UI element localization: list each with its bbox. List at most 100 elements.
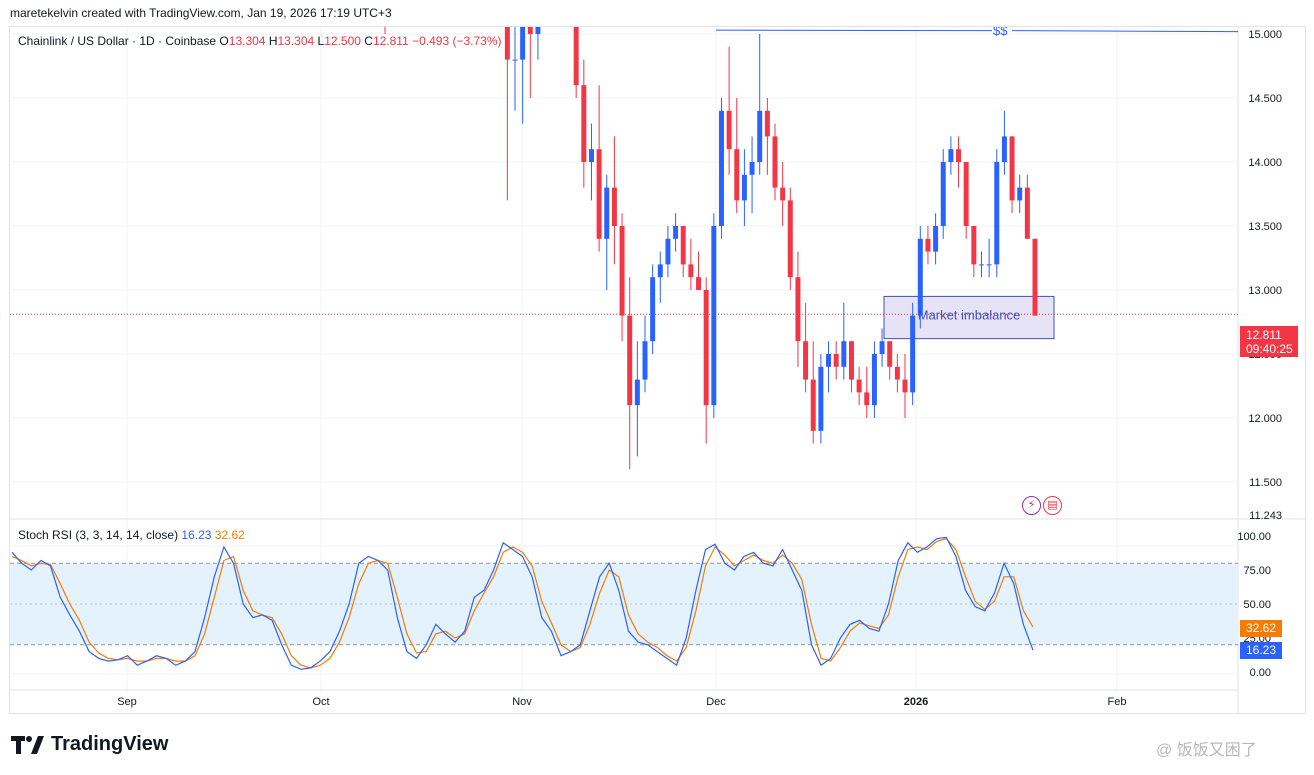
candle-body [711,226,717,406]
candle [520,27,526,124]
price-axis: 15.000 14.500 14.000 13.500 13.000 12.500 12.0… [117,29,1282,708]
candle [497,0,502,8]
candle-body [604,187,610,239]
symbol-legend[interactable]: Chainlink / US Dollar · 1D · Coinbase O 1… [18,34,502,48]
candle-body [749,162,755,175]
candle-body [673,226,679,239]
candle [504,27,510,201]
low-value: 12.500 [324,34,361,48]
candle [971,226,977,278]
candle [551,0,556,8]
candle [665,226,671,278]
change-value: −0.493 (−3.73%) [412,34,502,48]
last-price-value: 12.811 [1246,328,1282,342]
candle [848,341,854,393]
symbol-name[interactable]: Chainlink / US Dollar · 1D · Coinbase [18,34,217,48]
candle [917,226,923,329]
stoch-tick-label: 50.00 [1243,599,1271,611]
candle [673,213,679,252]
candle-body [665,238,671,265]
candle [627,277,633,470]
candle [978,251,984,278]
candle-body [902,379,908,393]
candle [1017,174,1023,214]
candle [795,251,801,367]
stoch-k-badge: 16.23 [1240,642,1282,659]
price-tick-label: 14.000 [1248,157,1282,169]
candle [535,27,541,60]
candle [619,213,625,342]
candle-body [826,354,832,367]
candle-body [642,341,648,380]
liquidity-line [1011,30,1238,33]
liquidity-line [715,29,993,32]
candle [871,341,877,418]
candle-body [940,162,946,226]
main-pane: $$ Market imbalance [10,0,1238,470]
candle [642,315,648,393]
stoch-d-badge: 32.62 [1240,620,1282,637]
candle [650,264,656,354]
candle [994,149,1000,278]
open-label: O [219,34,229,48]
candle [1001,110,1007,175]
watermark: @ 饭饭又困了 [1156,742,1257,759]
candle [588,123,594,201]
candle [833,341,839,380]
bar-countdown: 09:40:25 [1246,342,1293,356]
candle-body [1017,187,1023,201]
price-tick-label: 13.000 [1248,285,1282,297]
low-label: L [317,34,325,48]
candle-body [1024,187,1030,239]
stoch-tick-label: 0.00 [1250,667,1271,679]
candle-body [650,277,656,342]
candle-body [810,379,816,431]
candle-body [535,27,541,34]
candle-body [787,200,793,278]
candle-body [512,59,518,61]
price-tick-label: 14.500 [1248,93,1282,105]
candle-body [1009,136,1015,201]
stoch-band [10,563,1238,645]
candle-body [795,277,801,342]
stoch-pane [10,536,1238,670]
candle [611,136,617,265]
candle [634,341,640,457]
candle [826,341,832,393]
candle-body [520,27,526,60]
candle [604,174,610,290]
candle-body [948,149,954,162]
candle [902,354,908,418]
tradingview-logo[interactable]: TradingView [11,733,168,756]
candle [764,98,770,175]
candle [933,213,939,265]
candle [726,46,732,175]
candle-body [933,226,939,252]
candle [1024,174,1030,239]
stoch-rsi-legend[interactable]: Stoch RSI (3, 3, 14, 14, close) 16.23 32… [18,528,245,542]
time-tick-label: Feb [1108,696,1127,708]
candle-body [611,187,617,226]
candle [734,98,740,214]
candle [948,136,954,175]
candle-body [764,110,770,137]
candle-body [573,27,579,86]
candle [543,0,548,8]
candle [810,341,816,444]
candle-body [588,149,594,162]
candle [963,162,969,239]
candle-body [910,315,916,393]
candle [841,302,847,380]
candle [566,0,571,21]
event-icons[interactable]: ⚡ ▤ [1022,496,1062,515]
stoch-tick-label: 75.00 [1243,565,1271,577]
candle-body [703,290,709,406]
candle [818,354,824,444]
lightning-icon[interactable]: ⚡ [1022,496,1041,515]
candle [940,149,946,239]
candle [703,277,709,444]
us-flag-icon[interactable]: ▤ [1043,496,1062,515]
candle [956,136,962,188]
stoch-rsi-label[interactable]: Stoch RSI (3, 3, 14, 14, close) [18,528,179,542]
